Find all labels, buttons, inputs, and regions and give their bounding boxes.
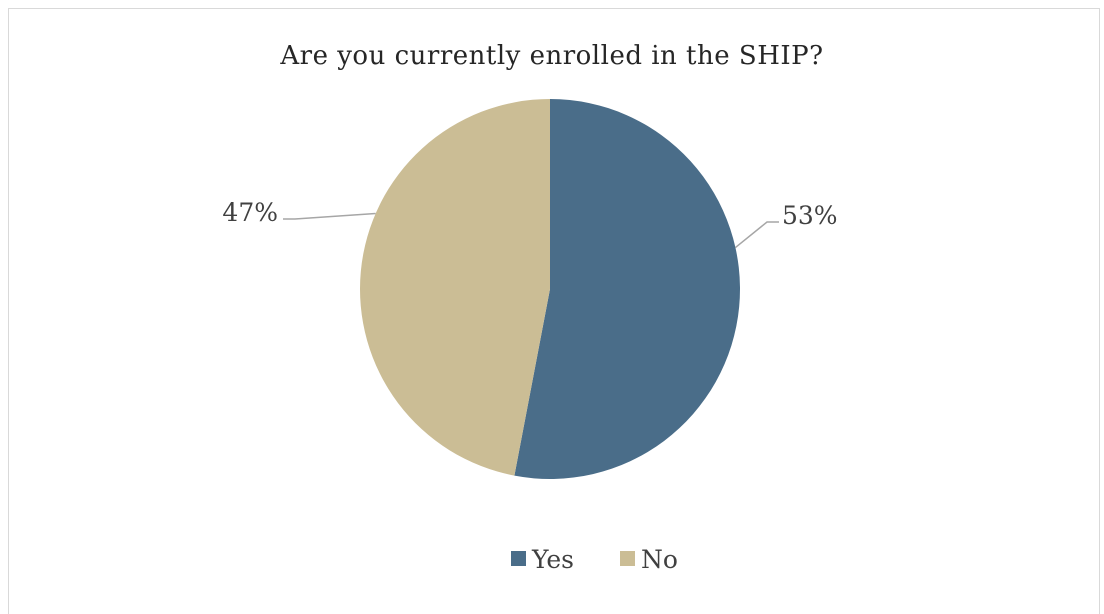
- pie-slice-no: [359, 99, 550, 476]
- legend-label-no: No: [641, 545, 678, 574]
- data-label-no: 47%: [222, 198, 278, 227]
- leader-line-yes: [734, 221, 779, 249]
- chart-title: Are you currently enrolled in the SHIP?: [279, 41, 823, 71]
- legend-label-yes: Yes: [531, 545, 574, 574]
- legend-swatch-yes: [511, 551, 526, 566]
- pie-slice-yes: [514, 99, 740, 479]
- data-labels: 53% 47%: [222, 198, 837, 230]
- legend-swatch-no: [620, 551, 635, 566]
- data-label-yes: 53%: [782, 201, 838, 230]
- leader-lines: [283, 212, 779, 249]
- pie-slices: [359, 99, 740, 479]
- legend: Yes No: [511, 545, 678, 574]
- leader-line-no: [283, 212, 376, 220]
